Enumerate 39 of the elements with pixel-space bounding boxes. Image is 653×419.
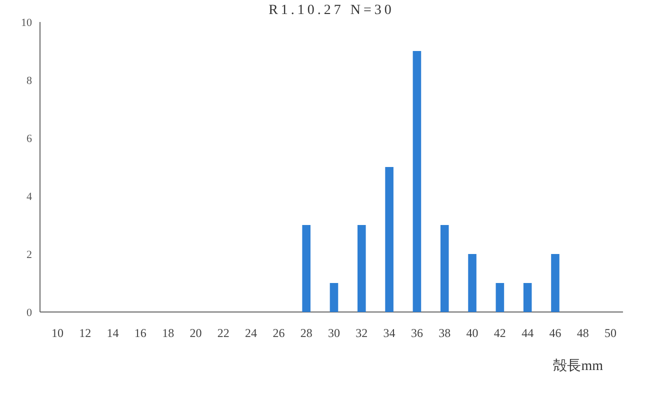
x-tick-label: 24 (245, 326, 258, 340)
x-tick-label: 40 (466, 326, 478, 340)
y-tick-label: 6 (26, 132, 32, 145)
x-tick-label: 14 (106, 326, 119, 340)
chart-title: R1.10.27 N=30 (268, 3, 394, 18)
x-tick-label: 48 (576, 326, 589, 340)
bar (496, 283, 504, 312)
x-tick-label: 46 (549, 326, 562, 340)
y-tick-label: 0 (26, 306, 32, 319)
y-tick-label: 10 (21, 16, 32, 29)
x-tick-label: 38 (438, 326, 451, 340)
bar (302, 225, 310, 312)
x-tick-label: 22 (217, 326, 230, 340)
bar (468, 254, 476, 312)
x-tick-label: 26 (272, 326, 285, 340)
x-tick-label: 36 (410, 326, 423, 340)
y-tick-label: 8 (26, 74, 32, 87)
x-tick-label: 10 (51, 326, 64, 340)
x-tick-label: 18 (162, 326, 174, 340)
x-tick-label: 34 (383, 326, 396, 340)
x-tick-label: 30 (328, 326, 340, 340)
bar (440, 225, 449, 312)
bar (330, 283, 338, 312)
x-tick-label: 12 (79, 326, 92, 340)
bar (412, 51, 422, 312)
x-tick-label: 50 (604, 326, 617, 340)
x-tick-label: 42 (494, 326, 506, 340)
bar (523, 283, 532, 312)
x-axis-title: 殻長mm (553, 358, 604, 374)
y-tick-label: 2 (26, 248, 32, 261)
x-tick-label: 20 (190, 326, 202, 340)
bar (358, 225, 366, 312)
bar (385, 167, 394, 312)
y-tick-label: 4 (26, 190, 32, 203)
bar (551, 254, 560, 312)
x-tick-label: 16 (134, 326, 146, 340)
x-tick-label: 44 (522, 326, 534, 340)
x-tick-label: 28 (300, 326, 312, 340)
x-tick-label: 32 (356, 326, 368, 340)
